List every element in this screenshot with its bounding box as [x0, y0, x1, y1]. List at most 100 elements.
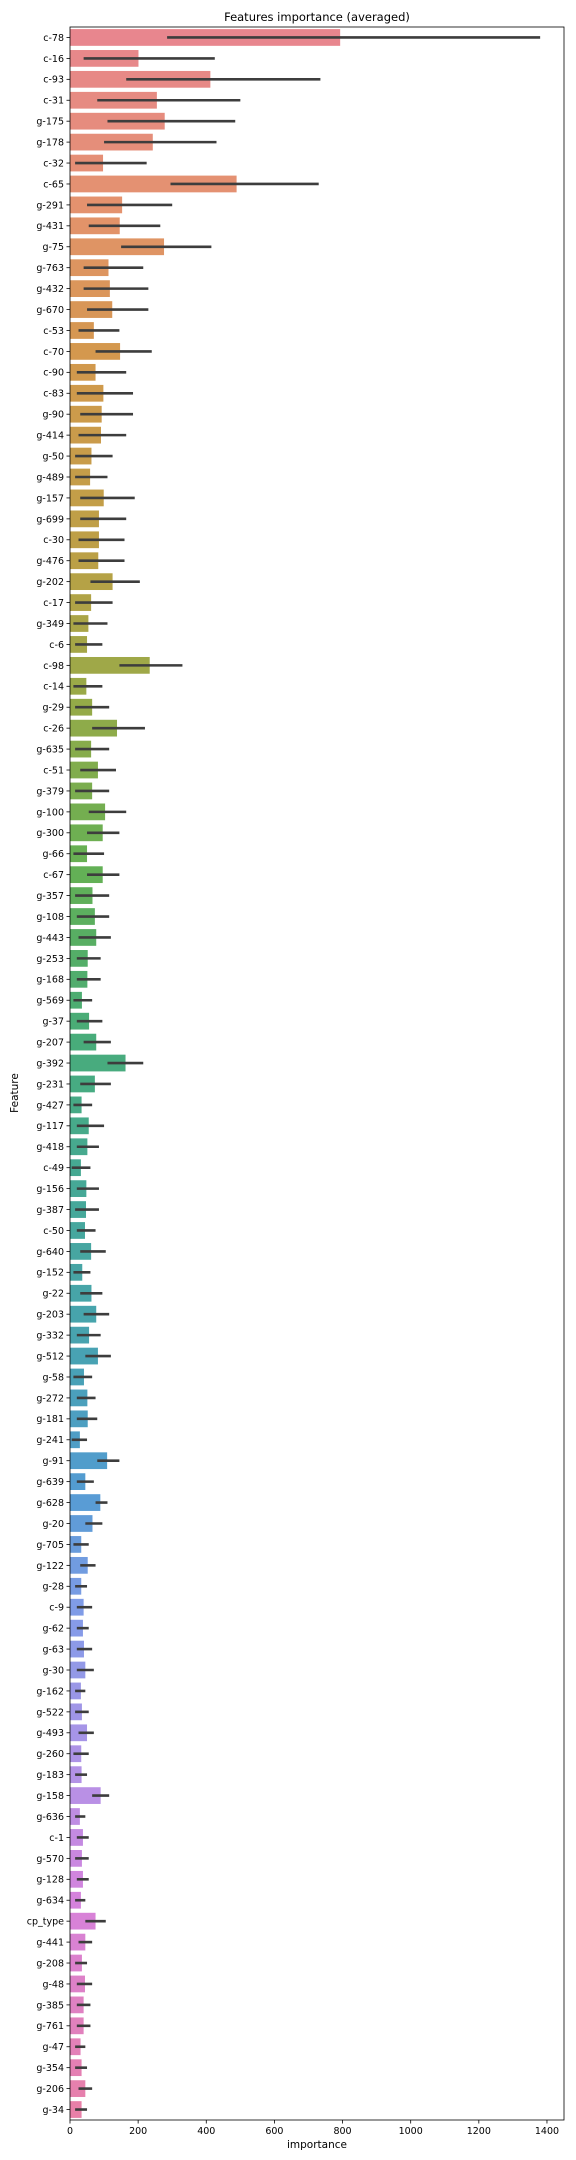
y-tick-label: g-168	[36, 975, 64, 986]
bar-g-158	[70, 1787, 101, 1804]
y-tick-label: g-58	[42, 1372, 64, 1383]
y-tick-label: g-152	[36, 1268, 64, 1279]
bar-g-392	[70, 1054, 126, 1072]
x-axis-ticks: 0 200 400 600 800 1000 1200 1400	[67, 2120, 559, 2137]
y-tick-label: c-90	[43, 368, 64, 379]
y-tick-label: g-635	[36, 744, 64, 755]
y-tick-label: g-443	[36, 933, 64, 944]
y-tick-label: g-122	[36, 1561, 64, 1572]
bar-g-207	[70, 1033, 97, 1051]
y-tick-label: c-65	[43, 179, 64, 190]
y-tick-label: g-761	[36, 2021, 64, 2032]
bar-g-91	[70, 1452, 108, 1470]
bar-g-75	[70, 238, 165, 256]
y-tick-label: c-98	[43, 661, 64, 672]
y-axis-label: Feature	[9, 1073, 21, 1113]
y-tick-label: g-206	[36, 2084, 64, 2095]
y-tick-label: g-181	[36, 1414, 64, 1425]
y-tick-label: c-51	[43, 765, 64, 776]
y-tick-label: c-83	[43, 389, 64, 400]
x-tick-label: 600	[265, 2126, 283, 2137]
y-tick-label: g-763	[36, 263, 64, 274]
y-tick-label: g-47	[42, 2042, 64, 2053]
y-tick-label: c-9	[49, 1603, 64, 1614]
bar-c-70	[70, 343, 121, 360]
y-tick-label: g-37	[42, 1017, 64, 1028]
bar-c-98	[70, 656, 150, 674]
y-tick-label: c-49	[43, 1163, 64, 1174]
y-tick-label: g-90	[42, 410, 64, 421]
bar-g-20	[70, 1515, 93, 1532]
bar-g-636	[70, 1808, 80, 1825]
y-tick-label: g-75	[42, 242, 64, 253]
y-tick-label: c-31	[43, 96, 64, 107]
y-tick-label: g-357	[36, 891, 64, 902]
bar-c-1	[70, 1829, 83, 1846]
bar-cp_type	[70, 1912, 96, 1930]
y-tick-label: g-387	[36, 1205, 64, 1216]
plot-frame	[69, 26, 565, 2121]
x-tick-label: 0	[67, 2126, 73, 2137]
y-tick-label: g-272	[36, 1393, 64, 1404]
y-tick-label: g-427	[36, 1100, 64, 1111]
y-tick-label: g-291	[36, 200, 64, 211]
y-tick-label: g-392	[36, 1058, 64, 1069]
y-tick-label: g-332	[36, 1331, 64, 1342]
y-tick-label: g-636	[36, 1812, 64, 1823]
bar-g-441	[70, 1933, 86, 1951]
y-tick-label: c-67	[43, 870, 64, 881]
y-tick-label: c-78	[43, 33, 64, 44]
y-tick-label: g-512	[36, 1351, 64, 1362]
y-tick-label: g-183	[36, 1770, 64, 1781]
bar-g-206	[70, 2080, 86, 2097]
y-tick-label: c-6	[49, 640, 64, 651]
x-axis-label: importance	[287, 2139, 347, 2151]
bar-g-203	[70, 1305, 97, 1323]
y-tick-label: g-628	[36, 1498, 64, 1509]
y-tick-label: g-385	[36, 2000, 64, 2011]
y-tick-label: g-29	[42, 703, 64, 714]
bars-layer	[70, 29, 341, 2118]
y-tick-label: g-699	[36, 514, 64, 525]
x-tick-label: 1000	[399, 2126, 423, 2137]
y-tick-label: g-156	[36, 1184, 64, 1195]
y-tick-label: g-418	[36, 1142, 64, 1153]
y-tick-label: c-26	[43, 724, 64, 735]
y-tick-label: g-441	[36, 1937, 64, 1948]
y-tick-label: g-379	[36, 786, 64, 797]
y-tick-label: g-705	[36, 1540, 64, 1551]
y-tick-label: g-63	[42, 1644, 64, 1655]
x-tick-label: 200	[129, 2126, 147, 2137]
y-tick-label: g-253	[36, 954, 64, 965]
y-tick-label: g-414	[36, 431, 64, 442]
bar-g-512	[70, 1347, 98, 1365]
y-tick-label: g-175	[36, 117, 64, 128]
y-tick-label: g-100	[36, 807, 64, 818]
y-tick-label: g-203	[36, 1310, 64, 1321]
y-tick-label: g-62	[42, 1624, 64, 1635]
y-tick-label: g-208	[36, 1958, 64, 1969]
y-tick-label: g-634	[36, 1896, 64, 1907]
y-tick-label: c-93	[43, 75, 64, 86]
y-tick-label: g-50	[42, 451, 64, 462]
y-tick-label: g-202	[36, 577, 64, 588]
y-tick-label: c-1	[49, 1833, 64, 1844]
bar-c-65	[70, 175, 237, 193]
y-tick-label: g-117	[36, 1121, 64, 1132]
y-tick-label: g-569	[36, 996, 64, 1007]
bar-g-122	[70, 1556, 88, 1574]
y-tick-label: c-30	[43, 535, 64, 546]
y-tick-label: c-50	[43, 1226, 64, 1237]
y-tick-label: g-431	[36, 221, 64, 232]
y-tick-label: g-570	[36, 1854, 64, 1865]
y-tick-label: g-28	[42, 1582, 64, 1593]
y-tick-label: g-640	[36, 1247, 64, 1258]
y-tick-label: g-20	[42, 1519, 64, 1530]
y-tick-label: g-30	[42, 1665, 64, 1676]
y-tick-label: c-70	[43, 347, 64, 358]
y-tick-label: cp_type	[27, 1917, 64, 1928]
error-bars-layer	[71, 36, 541, 2111]
y-tick-label: g-476	[36, 556, 64, 567]
y-tick-label: c-14	[43, 682, 64, 693]
